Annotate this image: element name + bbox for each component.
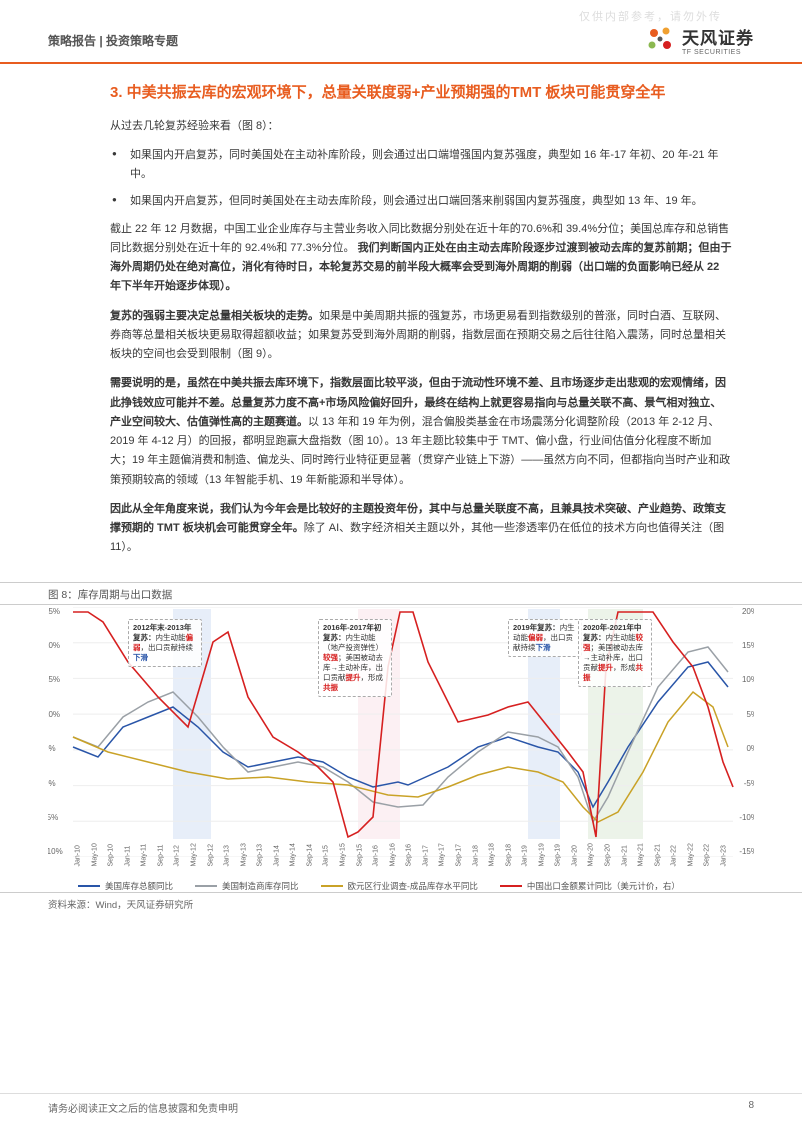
legend-item: 美国库存总额同比 bbox=[78, 880, 173, 892]
x-axis: Jan-10May-10Sep-10Jan-11May-11Sep-11Jan-… bbox=[72, 857, 730, 864]
company-logo: 天风证券 TF SECURITIES bbox=[646, 24, 754, 56]
page-footer: 请务必阅读正文之后的信息披露和免责申明 8 bbox=[0, 1093, 802, 1115]
disclaimer-text: 请务必阅读正文之后的信息披露和免责申明 bbox=[48, 1100, 238, 1115]
para-2: 复苏的强弱主要决定总量相关板块的走势。如果是中美周期共振的强复苏，市场更易看到指… bbox=[110, 307, 732, 365]
main-content: 3. 中美共振去库的宏观环境下，总量关联度弱+产业预期强的TMT 板块可能贯穿全… bbox=[0, 64, 802, 578]
section-title: 3. 中美共振去库的宏观环境下，总量关联度弱+产业预期强的TMT 板块可能贯穿全… bbox=[110, 82, 732, 105]
logo-cn: 天风证券 bbox=[682, 24, 754, 49]
legend-item: 美国制造商库存同比 bbox=[195, 880, 299, 892]
intro-para: 从过去几轮复苏经验来看（图 8）： bbox=[110, 117, 732, 136]
legend-item: 中国出口金额累计同比（美元计价，右） bbox=[500, 880, 680, 892]
para-1: 截止 22 年 12 月数据，中国工业企业库存与主营业务收入同比数据分别处在近十… bbox=[110, 220, 732, 297]
header-category: 策略报告 | 投资策略专题 bbox=[48, 32, 178, 49]
para-bold: 复苏的强弱主要决定总量相关板块的走势。 bbox=[110, 310, 319, 322]
chart-title: 图 8：库存周期与出口数据 bbox=[0, 582, 802, 605]
watermark: 仅供内部参考，请勿外传 bbox=[579, 8, 722, 24]
legend-item: 欧元区行业调查-成品库存水平同比 bbox=[321, 880, 478, 892]
chart-source: 资料来源：Wind，天风证券研究所 bbox=[0, 892, 802, 915]
para-3: 需要说明的是，虽然在中美共振去库环境下，指数层面比较平淡，但由于流动性环境不差、… bbox=[110, 374, 732, 490]
bullet-item: 如果国内开启复苏，但同时美国处在主动去库阶段，则会通过出口端回落来削弱国内复苏强… bbox=[110, 192, 732, 211]
logo-en: TF SECURITIES bbox=[682, 49, 754, 56]
page-number: 8 bbox=[748, 1100, 754, 1115]
para-4: 因此从全年角度来说，我们认为今年会是比较好的主题投资年份，其中与总量关联度不高，… bbox=[110, 500, 732, 558]
bullet-item: 如果国内开启复苏，同时美国处在主动补库阶段，则会通过出口端增强国内复苏强度，典型… bbox=[110, 146, 732, 185]
logo-icon bbox=[646, 25, 676, 55]
series-euro bbox=[73, 692, 728, 822]
bullet-list: 如果国内开启复苏，同时美国处在主动补库阶段，则会通过出口端增强国内复苏强度，典型… bbox=[110, 146, 732, 212]
inventory-export-chart: 25%20%15%10%5%0%-5%-10% 20%15%10%5%0%-5%… bbox=[48, 607, 754, 892]
chart-legend: 美国库存总额同比 美国制造商库存同比 欧元区行业调查-成品库存水平同比 中国出口金额累… bbox=[78, 880, 754, 892]
